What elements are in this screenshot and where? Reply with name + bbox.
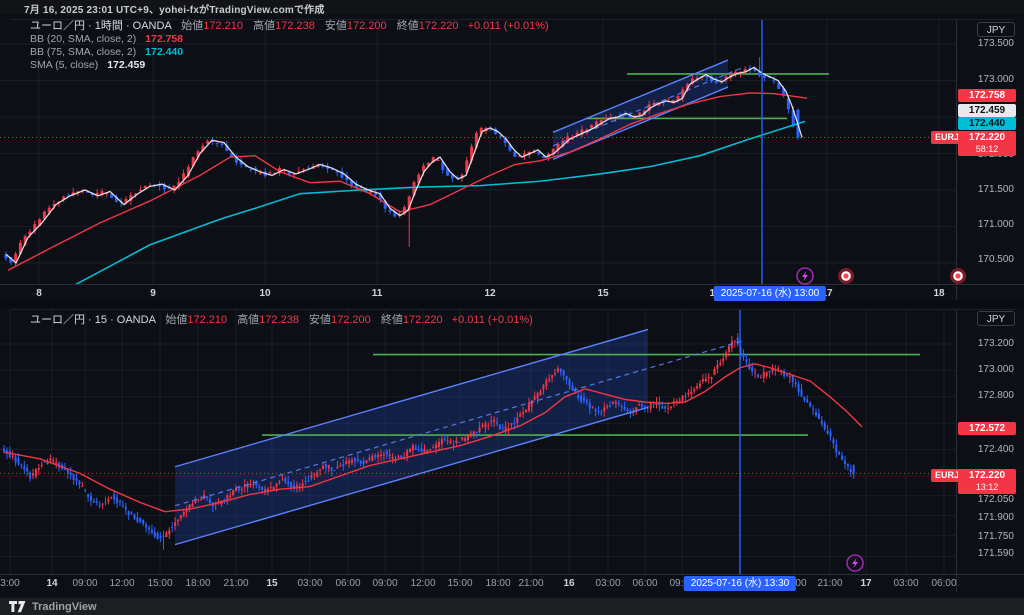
high-value: 172.238 — [259, 314, 299, 326]
low-value: 172.200 — [331, 314, 371, 326]
bb75-basis-line — [74, 120, 806, 284]
indicator-row-sma5[interactable]: SMA (5, close) 172.459 — [30, 59, 549, 71]
sma5-line — [5, 66, 803, 265]
last-price: 172.220 — [968, 470, 1006, 481]
ma-price-label: 172.572 — [958, 422, 1016, 435]
crosshair-date-label-bottom: 2025-07-16 (水) 13:30 — [683, 576, 797, 591]
channel-midline — [552, 67, 743, 147]
close-value: 172.220 — [418, 20, 459, 32]
open-label: 始値 — [181, 20, 204, 32]
low-value: 172.200 — [346, 20, 387, 32]
indicator-value: 172.459 — [107, 59, 146, 71]
target-icon[interactable] — [838, 268, 854, 284]
tradingview-brand[interactable]: TradingView — [32, 600, 97, 613]
pane-divider[interactable] — [0, 300, 1024, 307]
change-value: +0.011 (+0.01%) — [451, 314, 533, 326]
creation-text: 7月 16, 2025 23:01 UTC+9、yohei-fxがTrading… — [24, 5, 325, 16]
symbol-row[interactable]: ユーロ／円 · 15 · OANDA 始値172.210 高値172.238 安… — [30, 314, 533, 326]
tradingview-footer[interactable]: TradingView — [0, 598, 1024, 615]
bb75-price-label: 172.440 — [958, 117, 1016, 130]
low-label: 安値 — [309, 314, 332, 326]
indicator-label[interactable]: BB (20, SMA, close, 2) — [30, 33, 137, 45]
low-label: 安値 — [324, 20, 347, 32]
grid — [0, 20, 956, 284]
open-value: 172.210 — [203, 20, 244, 32]
symbol-title[interactable]: ユーロ／円 · 1時間 · OANDA — [30, 20, 172, 32]
lightning-icon[interactable] — [796, 267, 814, 285]
high-value: 172.238 — [275, 20, 315, 32]
symbol-title[interactable]: ユーロ／円 · 15 · OANDA — [30, 314, 156, 326]
channel-upper-line — [174, 328, 649, 468]
currency-button-top[interactable]: JPY — [977, 22, 1015, 37]
close-label: 終値 — [396, 20, 419, 32]
high-label: 高値 — [253, 20, 276, 32]
bb20-price-label: 172.758 — [958, 89, 1016, 102]
bb20-basis-line — [7, 92, 808, 271]
high-label: 高値 — [237, 314, 260, 326]
ma-line — [3, 363, 863, 513]
open-value: 172.210 — [187, 314, 228, 326]
indicator-label[interactable]: SMA (5, close) — [30, 59, 99, 71]
channel-lower-line — [174, 406, 649, 546]
close-value: 172.220 — [402, 314, 443, 326]
candles-series — [3, 333, 855, 550]
indicator-value: 172.440 — [145, 46, 184, 58]
creation-header: 7月 16, 2025 23:01 UTC+9、yohei-fxがTrading… — [0, 0, 1024, 16]
indicator-label[interactable]: BB (75, SMA, close, 2) — [30, 46, 137, 58]
target-icon[interactable] — [950, 268, 966, 284]
bottom-pane-plot — [0, 310, 956, 574]
channel-upper-line — [552, 59, 729, 133]
tradingview-logo-icon — [9, 600, 26, 612]
indicator-value: 172.758 — [145, 33, 184, 45]
indicator-row-bb75[interactable]: BB (75, SMA, close, 2) 172.440 — [30, 46, 549, 58]
top-pane-plot — [0, 20, 956, 284]
close-label: 終値 — [380, 314, 403, 326]
currency-button-bottom[interactable]: JPY — [977, 311, 1015, 326]
bar-countdown: 58:12 — [975, 144, 999, 154]
lightning-icon[interactable] — [846, 554, 864, 572]
last-price-label-top: 172.220 58:12 — [958, 131, 1016, 156]
open-label: 始値 — [165, 314, 188, 326]
symbol-row[interactable]: ユーロ／円 · 1時間 · OANDA 始値172.210 高値172.238 … — [30, 20, 549, 32]
last-price-label-bottom: 172.220 13:12 — [958, 469, 1016, 494]
bar-countdown: 13:12 — [975, 482, 999, 492]
sma5-price-label: 172.459 — [958, 104, 1016, 117]
change-value: +0.011 (+0.01%) — [467, 20, 549, 32]
last-price: 172.220 — [968, 132, 1006, 143]
bottom-pane-legend[interactable]: ユーロ／円 · 15 · OANDA 始値172.210 高値172.238 安… — [30, 314, 533, 327]
top-pane-legend[interactable]: ユーロ／円 · 1時間 · OANDA 始値172.210 高値172.238 … — [30, 20, 549, 71]
crosshair-date-label-top: 2025-07-16 (水) 13:00 — [713, 286, 827, 301]
indicator-row-bb20[interactable]: BB (20, SMA, close, 2) 172.758 — [30, 33, 549, 45]
